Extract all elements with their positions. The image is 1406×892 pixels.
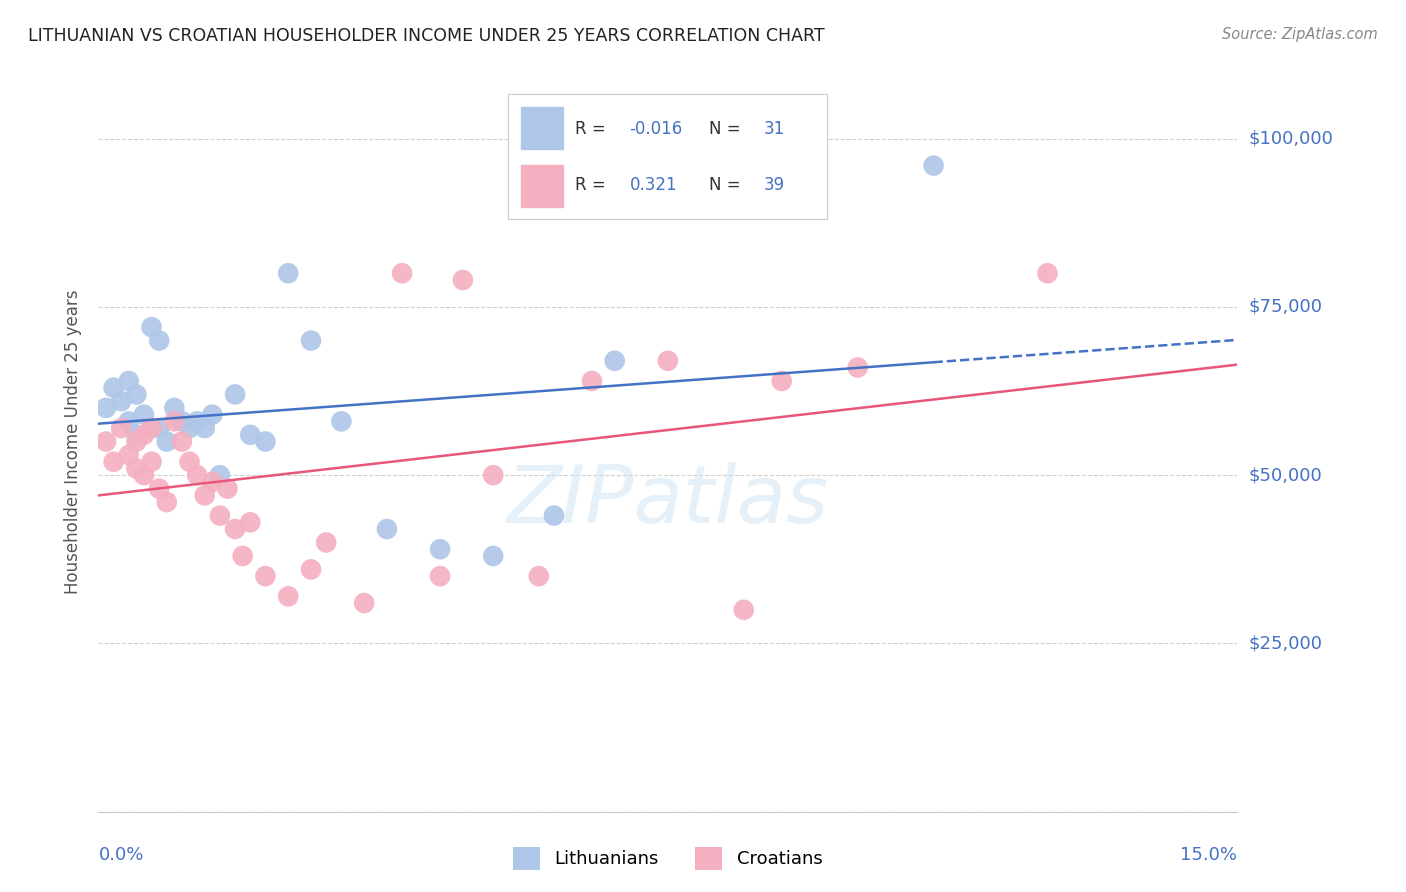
Point (299, 562, 322, 576)
Point (179, 455, 201, 469)
Point (156, 495, 179, 509)
Point (429, 542, 451, 557)
Point (277, 266, 299, 280)
Point (148, 482, 170, 496)
Point (224, 387, 246, 401)
Point (581, 374, 603, 388)
Text: Source: ZipAtlas.com: Source: ZipAtlas.com (1222, 27, 1378, 42)
Text: $75,000: $75,000 (1249, 298, 1323, 316)
Point (132, 468, 155, 483)
Point (132, 427, 155, 442)
Point (353, 596, 375, 610)
Point (94, 401, 117, 415)
Text: ZIPatlas: ZIPatlas (506, 462, 830, 540)
Point (1036, 266, 1059, 280)
Point (163, 401, 186, 415)
Point (451, 273, 474, 287)
Point (118, 374, 141, 388)
Text: $25,000: $25,000 (1249, 634, 1323, 652)
Point (543, 508, 565, 523)
Point (232, 549, 254, 563)
Text: $50,000: $50,000 (1249, 467, 1322, 484)
Point (148, 421, 170, 435)
Point (141, 421, 163, 435)
Point (170, 434, 193, 449)
Point (125, 427, 148, 442)
Point (217, 482, 239, 496)
Point (186, 414, 208, 428)
Point (482, 468, 505, 483)
Text: LITHUANIAN VS CROATIAN HOUSEHOLDER INCOME UNDER 25 YEARS CORRELATION CHART: LITHUANIAN VS CROATIAN HOUSEHOLDER INCOM… (28, 27, 825, 45)
Point (94, 434, 117, 449)
Point (527, 569, 550, 583)
Point (224, 522, 246, 536)
Y-axis label: Householder Income Under 25 years: Householder Income Under 25 years (65, 289, 83, 594)
Point (315, 535, 337, 549)
Point (375, 522, 398, 536)
Point (733, 603, 755, 617)
Text: $100,000: $100,000 (1249, 129, 1333, 148)
Point (277, 590, 299, 604)
Point (922, 159, 945, 173)
Point (103, 381, 125, 395)
Point (186, 468, 208, 483)
Point (770, 374, 793, 388)
Point (194, 488, 217, 502)
Point (125, 434, 148, 449)
Point (482, 549, 505, 563)
Point (208, 468, 231, 483)
Point (239, 516, 262, 530)
Point (208, 508, 231, 523)
Point (194, 421, 217, 435)
Point (254, 569, 277, 583)
Point (141, 455, 163, 469)
Point (201, 408, 224, 422)
Point (330, 414, 353, 428)
Point (156, 434, 179, 449)
Point (118, 448, 141, 462)
Point (603, 353, 626, 368)
Point (125, 461, 148, 475)
Point (103, 455, 125, 469)
Text: 15.0%: 15.0% (1180, 847, 1237, 864)
Text: 0.0%: 0.0% (98, 847, 143, 864)
Point (110, 421, 132, 435)
Point (299, 334, 322, 348)
Point (201, 475, 224, 489)
Point (391, 266, 413, 280)
Point (170, 414, 193, 428)
Point (657, 353, 679, 368)
Point (239, 427, 262, 442)
Point (141, 320, 163, 334)
Point (179, 421, 201, 435)
Legend: Lithuanians, Croatians: Lithuanians, Croatians (506, 840, 830, 877)
Point (118, 414, 141, 428)
Point (110, 394, 132, 409)
Point (148, 334, 170, 348)
Point (846, 360, 869, 375)
Point (125, 387, 148, 401)
Point (429, 569, 451, 583)
Point (254, 434, 277, 449)
Point (163, 414, 186, 428)
Point (132, 408, 155, 422)
